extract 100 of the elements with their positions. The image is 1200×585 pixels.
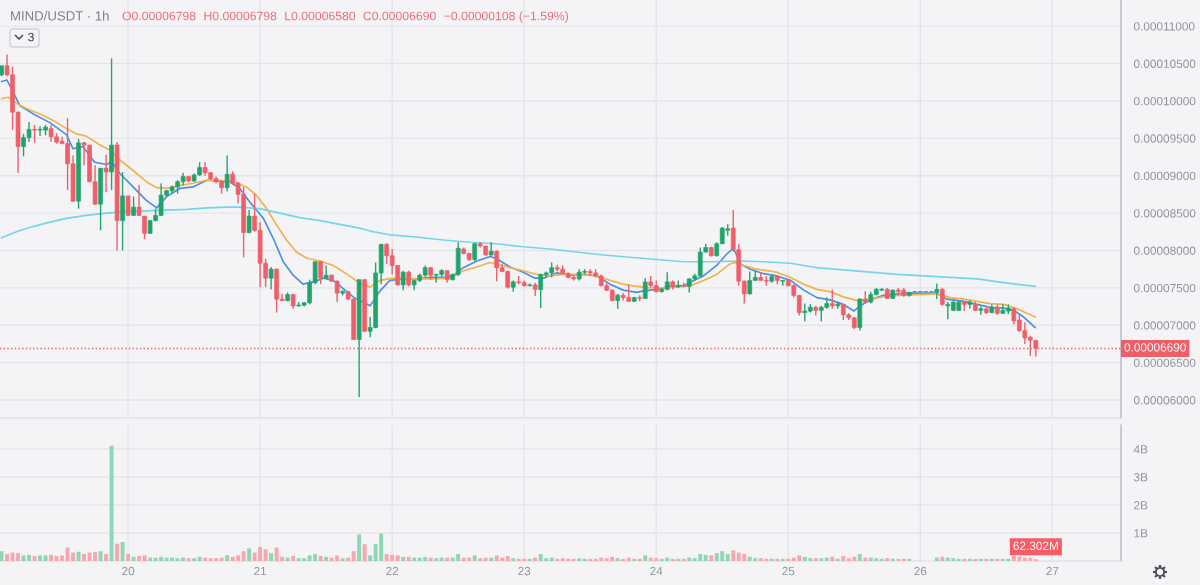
x-tick-label: 25 xyxy=(782,566,795,576)
y-tick-label: 0.00007000 xyxy=(1133,321,1196,330)
bar xyxy=(247,548,252,561)
bar xyxy=(340,558,345,561)
bar xyxy=(0,551,4,561)
y-tick-label: 0.00011000 xyxy=(1133,22,1195,31)
bar xyxy=(472,555,477,561)
y-tick-label: 0.00008000 xyxy=(1133,246,1196,255)
x-tick-label: 27 xyxy=(1046,566,1059,576)
bar xyxy=(148,557,153,561)
bar xyxy=(98,551,103,561)
bar xyxy=(241,551,246,561)
bar xyxy=(357,534,362,561)
bar xyxy=(324,556,329,561)
y-tick-label: 1B xyxy=(1134,529,1148,538)
y-tick-label: 0.00006500 xyxy=(1133,358,1196,368)
bar xyxy=(577,558,582,561)
x-tick-label: 26 xyxy=(914,566,927,576)
bar xyxy=(291,555,296,561)
bar xyxy=(203,557,208,561)
bar xyxy=(725,554,730,561)
bar xyxy=(269,553,274,561)
data-label: 62.302M xyxy=(1013,541,1058,550)
y-tick-label: 4B xyxy=(1133,445,1148,454)
candlestick xyxy=(323,264,329,280)
bar xyxy=(38,555,43,561)
bar xyxy=(863,557,868,561)
bar xyxy=(346,557,351,561)
annotation: 3 xyxy=(28,32,34,42)
annotation: L0.00006580 xyxy=(285,11,356,21)
bar xyxy=(395,555,400,561)
bar xyxy=(505,555,510,561)
bar xyxy=(857,554,862,561)
bar xyxy=(263,549,268,561)
bar xyxy=(76,551,81,561)
bar xyxy=(104,554,109,561)
bar xyxy=(5,554,10,561)
bar xyxy=(82,554,87,561)
bar xyxy=(412,557,417,561)
bar xyxy=(225,555,230,561)
bar xyxy=(126,554,131,561)
bar xyxy=(137,555,142,561)
bar xyxy=(285,557,290,561)
bar xyxy=(824,557,829,561)
x-tick-label: 23 xyxy=(518,566,531,576)
candlestick xyxy=(400,269,406,291)
bar xyxy=(709,555,714,561)
bar xyxy=(219,557,224,561)
bar xyxy=(813,558,818,561)
bar xyxy=(643,555,648,561)
bar xyxy=(109,445,114,561)
annotation: C0.00006690 xyxy=(363,11,436,21)
annotation: H0.00006798 xyxy=(204,11,277,21)
candlestick xyxy=(224,154,230,193)
y-tick-label: 2B xyxy=(1134,501,1148,510)
bar xyxy=(439,557,444,561)
bar xyxy=(131,556,136,561)
bar xyxy=(549,557,554,561)
bar xyxy=(43,555,48,561)
bar xyxy=(401,556,406,561)
bar xyxy=(478,558,483,561)
x-tick-label: 22 xyxy=(386,566,399,576)
bar xyxy=(731,550,736,561)
x-tick-label: 21 xyxy=(254,566,267,576)
bar xyxy=(885,558,890,561)
y-tick-label: 3B xyxy=(1133,473,1148,482)
bar xyxy=(489,557,494,561)
bar xyxy=(841,555,846,561)
line-series xyxy=(0,206,1037,288)
bar xyxy=(186,558,191,561)
y-tick-label: 0.00007500 xyxy=(1133,283,1196,293)
bar xyxy=(819,558,824,561)
candlestick xyxy=(268,266,274,291)
y-tick-label: 0.00010000 xyxy=(1133,96,1196,106)
bar xyxy=(934,557,939,561)
bar xyxy=(428,557,433,561)
bar xyxy=(120,541,125,561)
bar xyxy=(434,558,439,561)
ref-line-label: 0.00006690 xyxy=(1124,343,1186,352)
y-tick-label: 0.00008500 xyxy=(1133,209,1196,218)
candlestick xyxy=(829,288,835,310)
y-tick-label: 0.00010500 xyxy=(1133,59,1196,68)
bar xyxy=(940,556,945,561)
bar xyxy=(511,558,516,561)
candlestick xyxy=(488,241,494,257)
bar xyxy=(49,554,54,561)
bar xyxy=(115,543,120,561)
y-tick-label: 0.00009500 xyxy=(1133,134,1196,143)
y-tick-label: 0.00009000 xyxy=(1133,171,1196,181)
bar xyxy=(483,557,488,561)
bar xyxy=(142,555,147,561)
y-tick-label: 0.00006000 xyxy=(1133,396,1196,405)
text: MIND/USDT · 1h xyxy=(11,10,109,21)
bar xyxy=(830,556,835,561)
x-tick-label: 24 xyxy=(650,566,663,576)
bar xyxy=(615,558,620,561)
bar xyxy=(318,555,323,561)
bar xyxy=(32,555,37,561)
bar xyxy=(626,557,631,561)
bar xyxy=(445,557,450,561)
